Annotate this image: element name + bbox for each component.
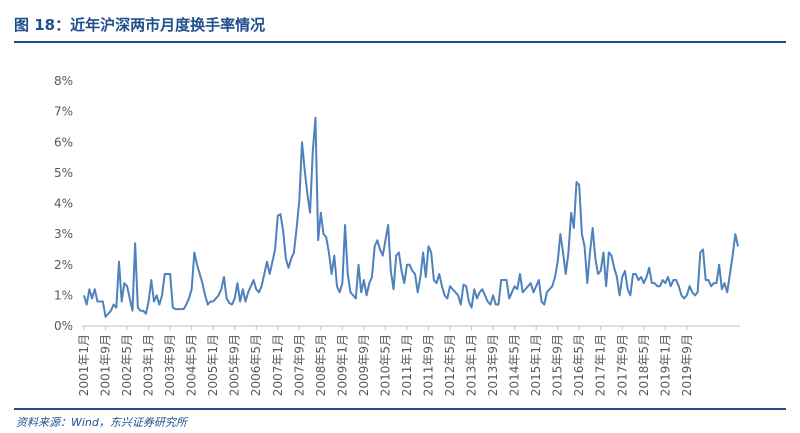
x-tick-label: 2016年5月 [572, 334, 586, 396]
x-tick-label: 2014年5月 [508, 334, 522, 396]
x-tick-label: 2017年9月 [615, 334, 629, 396]
x-tick-label: 2002年5月 [120, 334, 134, 396]
y-axis-ticks: 0% 1% 2% 3% 4% 5% 6% 7% 8% [54, 74, 73, 333]
x-tick-label: 2005年1月 [206, 334, 220, 396]
y-tick-label: 7% [54, 105, 73, 119]
x-tick-label: 2007年1月 [271, 334, 285, 396]
x-tick-label: 2013年9月 [486, 334, 500, 396]
x-tick-label: 2010年5月 [378, 334, 392, 396]
x-tick-label: 2007年9月 [292, 334, 306, 396]
y-tick-label: 3% [54, 227, 73, 241]
figure-title: 图 18：近年沪深两市月度换手率情况 [14, 16, 266, 34]
x-axis-ticks: 2001年1月 2001年9月 2002年5月 2003年1月 2003年9月 2004年… [77, 326, 694, 396]
x-tick-label: 2011年1月 [400, 334, 414, 396]
y-tick-label: 2% [54, 258, 73, 272]
x-tick-label: 2019年1月 [658, 334, 672, 396]
x-tick-label: 2003年1月 [142, 334, 156, 396]
footer-rule [14, 408, 786, 410]
turnover-line-chart: 0% 1% 2% 3% 4% 5% 6% 7% 8% 2001年1月 2001年9月 2002年5月… [54, 74, 740, 396]
x-tick-label: 2013年1月 [465, 334, 479, 396]
x-tick-label: 2018年5月 [637, 334, 651, 396]
x-tick-label: 2001年1月 [77, 334, 91, 396]
y-tick-label: 4% [54, 197, 73, 211]
y-tick-label: 1% [54, 288, 73, 302]
y-tick-label: 8% [54, 74, 73, 88]
x-tick-label: 2003年9月 [163, 334, 177, 396]
x-tick-label: 2015年1月 [529, 334, 543, 396]
x-tick-label: 2015年9月 [551, 334, 565, 396]
x-tick-label: 2011年9月 [421, 334, 435, 396]
x-tick-label: 2008年5月 [314, 334, 328, 396]
series-line-turnover [83, 116, 739, 318]
y-tick-label: 5% [54, 166, 73, 180]
x-tick-label: 2005年9月 [228, 334, 242, 396]
x-tick-label: 2004年5月 [185, 334, 199, 396]
y-tick-label: 0% [54, 319, 73, 333]
x-tick-label: 2012年5月 [443, 334, 457, 396]
source-note: 资料来源：Wind，东兴证券研究所 [16, 416, 187, 429]
x-tick-label: 2019年9月 [680, 334, 694, 396]
x-tick-label: 2006年5月 [249, 334, 263, 396]
y-tick-label: 6% [54, 135, 73, 149]
x-tick-label: 2009年9月 [357, 334, 371, 396]
header-rule [14, 41, 786, 43]
x-tick-label: 2017年1月 [594, 334, 608, 396]
x-tick-label: 2009年1月 [335, 334, 349, 396]
x-tick-label: 2001年9月 [99, 334, 113, 396]
